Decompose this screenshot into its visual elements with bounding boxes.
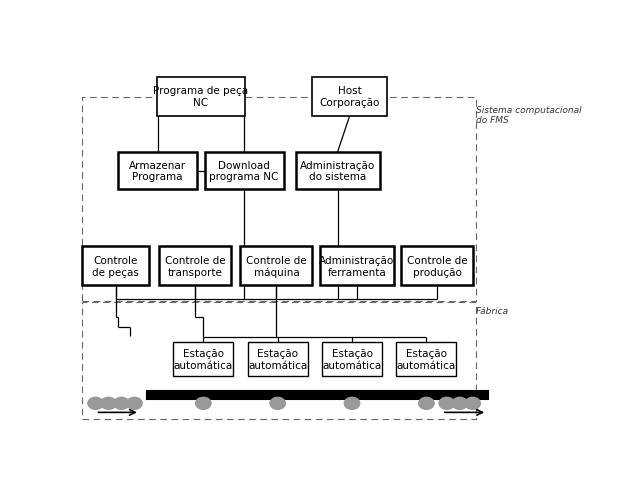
FancyBboxPatch shape <box>241 246 313 286</box>
FancyBboxPatch shape <box>157 78 245 117</box>
FancyBboxPatch shape <box>296 152 379 190</box>
FancyBboxPatch shape <box>401 246 473 286</box>
Circle shape <box>88 398 103 409</box>
Circle shape <box>452 398 467 409</box>
Text: Estação
automática: Estação automática <box>397 348 456 370</box>
Text: Programa de peça
NC: Programa de peça NC <box>154 86 248 108</box>
FancyBboxPatch shape <box>319 246 394 286</box>
Bar <box>82 303 475 419</box>
FancyBboxPatch shape <box>204 152 284 190</box>
Text: Estação
automática: Estação automática <box>174 348 233 370</box>
FancyBboxPatch shape <box>118 152 197 190</box>
FancyBboxPatch shape <box>173 342 233 376</box>
Text: Administração
do sistema: Administração do sistema <box>300 161 375 182</box>
Circle shape <box>127 398 142 409</box>
Circle shape <box>196 398 211 409</box>
Text: Estação
automática: Estação automática <box>322 348 382 370</box>
Circle shape <box>114 398 129 409</box>
Text: Controle de
máquina: Controle de máquina <box>246 255 307 277</box>
Text: Controle
de peças: Controle de peças <box>92 255 139 277</box>
Text: Estação
automática: Estação automática <box>248 348 307 370</box>
Text: Sistema computacional
do FMS: Sistema computacional do FMS <box>475 105 581 125</box>
Text: Administração
ferramenta: Administração ferramenta <box>319 255 394 277</box>
Circle shape <box>270 398 285 409</box>
Text: Armazenar
Programa: Armazenar Programa <box>129 161 186 182</box>
Bar <box>147 391 488 399</box>
Text: Controle de
transporte: Controle de transporte <box>165 255 225 277</box>
Text: Host
Corporação: Host Corporação <box>319 86 380 108</box>
FancyBboxPatch shape <box>396 342 456 376</box>
Text: Download
programa NC: Download programa NC <box>209 161 279 182</box>
Circle shape <box>101 398 116 409</box>
FancyBboxPatch shape <box>322 342 382 376</box>
Text: Controle de
produção: Controle de produção <box>407 255 467 277</box>
Circle shape <box>439 398 454 409</box>
Circle shape <box>418 398 434 409</box>
FancyBboxPatch shape <box>159 246 231 286</box>
Circle shape <box>465 398 480 409</box>
Circle shape <box>344 398 360 409</box>
FancyBboxPatch shape <box>248 342 308 376</box>
Bar <box>82 98 475 301</box>
FancyBboxPatch shape <box>82 246 149 286</box>
Text: Fábrica: Fábrica <box>475 306 509 316</box>
FancyBboxPatch shape <box>313 78 387 117</box>
